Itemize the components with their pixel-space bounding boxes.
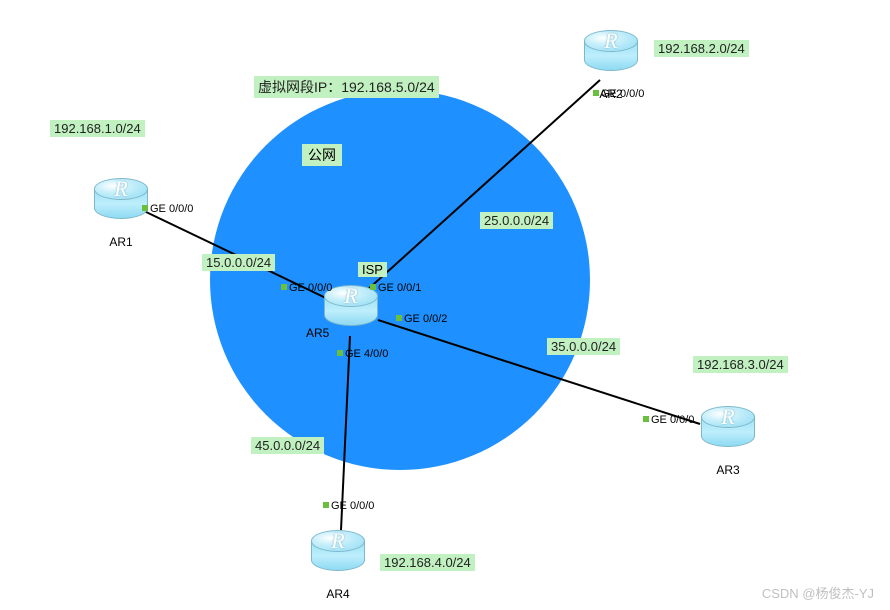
ar3-lan-net: 192.168.3.0/24 (693, 356, 788, 373)
hub-port-g002: GE 0/0/2 (396, 313, 447, 325)
isp-label: ISP (358, 262, 387, 277)
link-ar3-ar5 (378, 320, 700, 424)
ar2-if-label: GE 0/0/0 (593, 88, 644, 100)
router-ar5-caption: AR5 (306, 326, 360, 340)
link-ar2-ar5 (365, 80, 600, 292)
diagram-stage: 虚拟网段IP：192.168.5.0/24 公网 ISP R AR5 GE 0/… (0, 0, 890, 610)
router-ar4[interactable]: R (311, 530, 365, 582)
router-ar2[interactable]: R (584, 30, 638, 82)
virtual-seg-label: 虚拟网段IP：192.168.5.0/24 (254, 76, 439, 98)
link-ar2-net: 25.0.0.0/24 (480, 212, 553, 229)
ar3-if-label: GE 0/0/0 (643, 414, 694, 426)
links-layer (0, 0, 890, 610)
public-net-label: 公网 (302, 144, 342, 166)
ar1-lan-net: 192.168.1.0/24 (50, 120, 145, 137)
router-ar3-caption: AR3 (701, 463, 755, 477)
hub-port-g001: GE 0/0/1 (370, 282, 421, 294)
link-ar1-net: 15.0.0.0/24 (202, 254, 275, 271)
watermark: CSDN @杨俊杰-YJ (762, 583, 874, 602)
ar4-lan-net: 192.168.4.0/24 (380, 554, 475, 571)
hub-port-g400: GE 4/0/0 (337, 348, 388, 360)
hub-port-g000: GE 0/0/0 (281, 282, 332, 294)
link-ar4-net: 45.0.0.0/24 (251, 437, 324, 454)
link-ar3-net: 35.0.0.0/24 (547, 338, 620, 355)
ar2-lan-net: 192.168.2.0/24 (654, 40, 749, 57)
router-ar1[interactable]: R (94, 178, 148, 230)
router-ar4-caption: AR4 (311, 587, 365, 601)
router-ar3[interactable]: R (701, 406, 755, 458)
router-ar1-caption: AR1 (94, 235, 148, 249)
ar4-if-label: GE 0/0/0 (323, 500, 374, 512)
ar1-if-label: GE 0/0/0 (142, 203, 193, 215)
